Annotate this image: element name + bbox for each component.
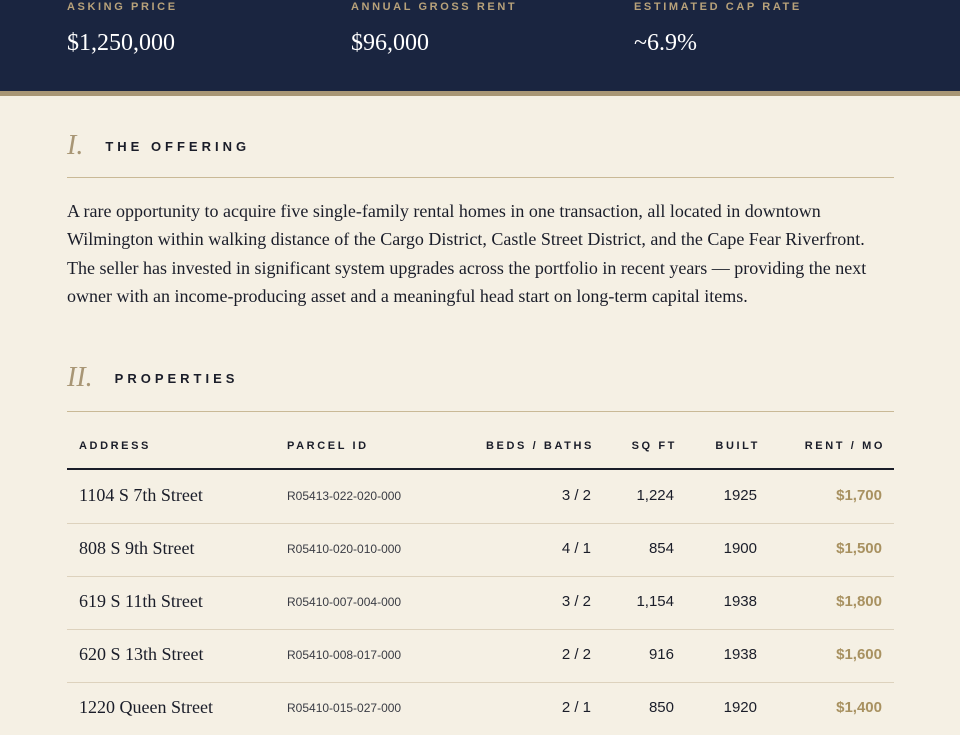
sqft-cell: 850 [648, 699, 674, 716]
column-header-parcel: PARCEL ID [287, 440, 369, 452]
section-numeral: II. [67, 362, 93, 393]
section-offering-heading: I. THE OFFERING [67, 130, 894, 162]
parcel-cell: R05410-015-027-000 [287, 701, 402, 715]
address-cell: 1220 Queen Street [79, 697, 213, 717]
stat-value: $96,000 [351, 30, 429, 56]
rent-cell: $1,500 [836, 540, 882, 557]
parcel-cell: R05413-022-020-000 [287, 489, 402, 503]
parcel-cell: R05410-008-017-000 [287, 648, 402, 662]
beds-baths-cell: 3 / 2 [561, 593, 591, 610]
built-cell: 1920 [723, 699, 757, 716]
stat-label: ANNUAL GROSS RENT [351, 1, 518, 13]
built-cell: 1925 [723, 487, 757, 504]
section-title: THE OFFERING [105, 138, 251, 154]
stat-cap-rate: ESTIMATED CAP RATE ~6.9% [634, 0, 802, 57]
rent-cell: $1,600 [836, 646, 882, 663]
column-header-rent: RENT / MO [804, 440, 885, 452]
section-title: PROPERTIES [114, 370, 239, 386]
table-header-rule [67, 468, 894, 470]
stats-header: ASKING PRICE $1,250,000 ANNUAL GROSS REN… [0, 0, 960, 96]
built-cell: 1900 [723, 540, 757, 557]
rent-cell: $1,800 [836, 593, 882, 610]
parcel-cell: R05410-007-004-000 [287, 595, 402, 609]
column-header-built: BUILT [715, 440, 760, 452]
section-divider [67, 177, 894, 178]
offering-description: A rare opportunity to acquire five singl… [67, 201, 867, 306]
address-cell: 619 S 11th Street [79, 591, 203, 611]
beds-baths-cell: 4 / 1 [561, 540, 591, 557]
address-cell: 620 S 13th Street [79, 644, 204, 664]
stat-annual-gross-rent: ANNUAL GROSS RENT $96,000 [351, 0, 517, 57]
stat-asking-price: ASKING PRICE $1,250,000 [67, 0, 178, 57]
section-properties-heading: II. PROPERTIES [67, 362, 894, 394]
stat-label: ESTIMATED CAP RATE [634, 1, 802, 13]
address-cell: 1104 S 7th Street [79, 485, 203, 505]
column-header-address: ADDRESS [79, 440, 151, 452]
column-header-sqft: SQ FT [631, 440, 677, 452]
rent-cell: $1,700 [836, 487, 882, 504]
section-numeral: I. [67, 130, 84, 161]
stat-label: ASKING PRICE [67, 1, 178, 13]
stat-value: ~6.9% [634, 30, 697, 56]
table-row: 1220 Queen Street R05410-015-027-000 2 /… [67, 682, 894, 735]
beds-baths-cell: 3 / 2 [561, 487, 591, 504]
sqft-cell: 916 [648, 646, 674, 663]
section-divider [67, 411, 894, 412]
table-row: 619 S 11th Street R05410-007-004-000 3 /… [67, 576, 894, 630]
built-cell: 1938 [723, 593, 757, 610]
rent-cell: $1,400 [836, 699, 882, 716]
beds-baths-cell: 2 / 2 [561, 646, 591, 663]
stat-value: $1,250,000 [67, 30, 175, 56]
sqft-cell: 1,154 [636, 593, 674, 610]
table-row: 620 S 13th Street R05410-008-017-000 2 /… [67, 629, 894, 683]
column-header-beds-baths: BEDS / BATHS [485, 440, 594, 452]
built-cell: 1938 [723, 646, 757, 663]
parcel-cell: R05410-020-010-000 [287, 542, 402, 556]
sqft-cell: 854 [648, 540, 674, 557]
address-cell: 808 S 9th Street [79, 538, 195, 558]
table-row: 1104 S 7th Street R05413-022-020-000 3 /… [67, 470, 894, 524]
beds-baths-cell: 2 / 1 [561, 699, 591, 716]
table-row: 808 S 9th Street R05410-020-010-000 4 / … [67, 523, 894, 577]
sqft-cell: 1,224 [636, 487, 674, 504]
